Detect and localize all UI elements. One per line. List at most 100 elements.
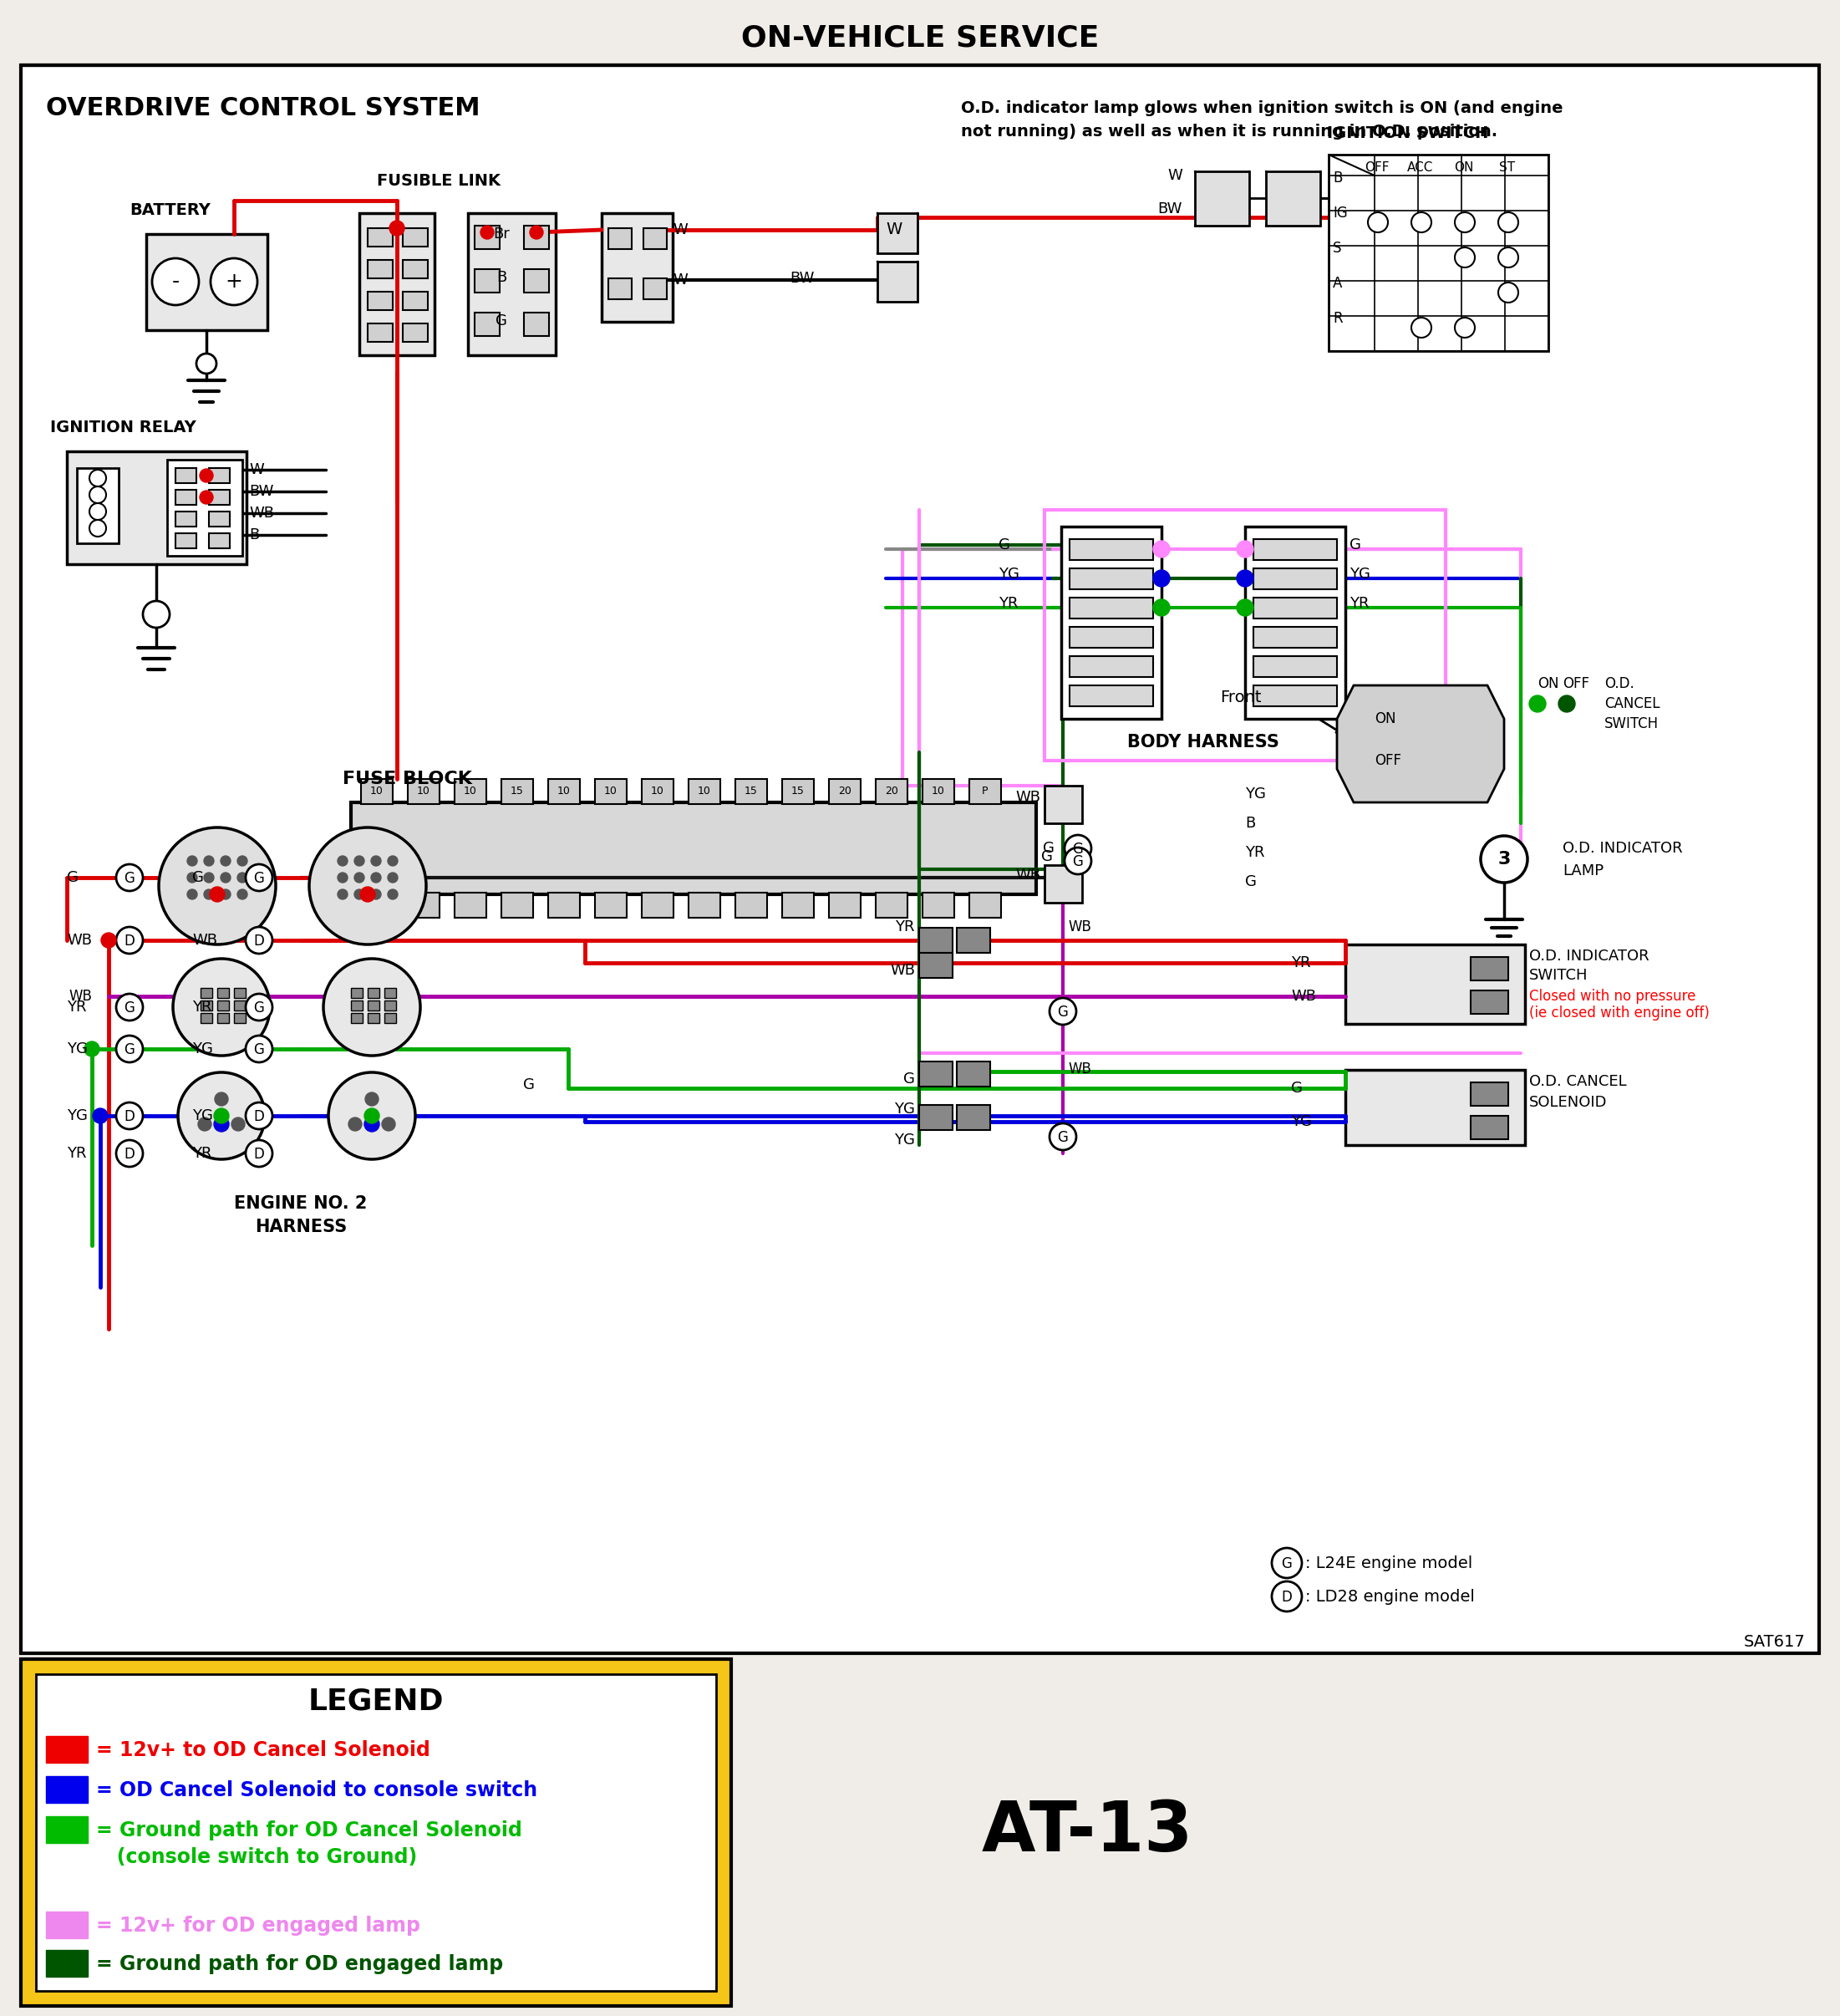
Bar (1345, 1070, 1525, 1145)
Bar (876, 778, 907, 804)
Circle shape (101, 933, 116, 948)
Bar (970, 778, 1001, 804)
Circle shape (1154, 599, 1170, 617)
Circle shape (116, 865, 144, 891)
Text: OVERDRIVE CONTROL SYSTEM: OVERDRIVE CONTROL SYSTEM (46, 97, 480, 121)
Text: LAMP: LAMP (1562, 863, 1604, 879)
Bar (385, 1012, 396, 1022)
Circle shape (247, 1103, 272, 1129)
Circle shape (364, 1109, 379, 1123)
Text: G: G (254, 1042, 265, 1056)
Bar (210, 468, 230, 484)
Circle shape (215, 1093, 228, 1107)
Circle shape (1065, 847, 1091, 875)
Bar (201, 988, 212, 998)
Bar (957, 927, 990, 954)
Bar (351, 988, 362, 998)
Bar (1253, 538, 1338, 560)
Circle shape (116, 994, 144, 1020)
Text: OFF: OFF (1365, 161, 1389, 173)
Bar (217, 988, 228, 998)
Bar (1253, 597, 1338, 619)
Circle shape (1455, 212, 1476, 232)
Bar (175, 468, 197, 484)
Text: ST: ST (1500, 161, 1516, 173)
Text: G: G (1058, 1131, 1069, 1145)
Circle shape (309, 827, 427, 943)
Circle shape (1154, 571, 1170, 587)
Bar (828, 778, 861, 804)
Text: not running) as well as when it is running in O.D. position.: not running) as well as when it is runni… (960, 123, 1498, 139)
Bar (920, 1062, 953, 1087)
Text: ON-VEHICLE SERVICE: ON-VEHICLE SERVICE (742, 24, 1098, 52)
Bar (644, 228, 666, 250)
Polygon shape (1338, 685, 1503, 802)
Bar (217, 1000, 228, 1010)
Bar (609, 228, 631, 250)
Text: Br: Br (493, 226, 510, 242)
Text: 10: 10 (418, 786, 431, 796)
Circle shape (372, 873, 381, 883)
Text: 10: 10 (370, 786, 383, 796)
Bar (403, 323, 429, 343)
Bar (644, 278, 666, 298)
Circle shape (1049, 1123, 1076, 1149)
Text: +: + (224, 272, 243, 292)
Text: FUSIBLE LINK: FUSIBLE LINK (377, 173, 500, 190)
Text: (console switch to Ground): (console switch to Ground) (96, 1847, 418, 1867)
Text: G: G (1058, 1004, 1069, 1020)
Bar (361, 778, 392, 804)
Text: YG: YG (191, 1042, 213, 1056)
Circle shape (188, 889, 197, 899)
Bar (1045, 786, 1082, 823)
Bar (1069, 655, 1154, 677)
Text: 10: 10 (604, 786, 618, 796)
Circle shape (116, 1141, 144, 1167)
Text: WB: WB (1016, 867, 1040, 883)
Text: O.D. indicator lamp glows when ignition switch is ON (and engine: O.D. indicator lamp glows when ignition … (960, 101, 1562, 117)
Bar (408, 778, 440, 804)
Text: G: G (191, 871, 204, 885)
Text: 10: 10 (558, 786, 570, 796)
Bar (217, 1012, 228, 1022)
Circle shape (247, 1141, 272, 1167)
Text: BW: BW (248, 484, 274, 500)
Circle shape (1271, 1581, 1303, 1611)
Circle shape (201, 470, 213, 482)
Circle shape (388, 889, 397, 899)
Circle shape (237, 873, 247, 883)
Circle shape (144, 601, 169, 627)
Text: YR: YR (191, 1000, 212, 1014)
Text: 15: 15 (745, 786, 758, 796)
Bar (359, 214, 434, 355)
Text: BODY HARNESS: BODY HARNESS (1128, 734, 1279, 750)
Bar (467, 214, 556, 355)
Circle shape (247, 865, 272, 891)
Circle shape (372, 857, 381, 867)
Bar (385, 1000, 396, 1010)
Text: 20: 20 (885, 786, 898, 796)
Bar (594, 778, 627, 804)
Circle shape (1236, 540, 1253, 558)
Bar (1266, 171, 1321, 226)
Text: O.D.: O.D. (1604, 675, 1634, 691)
Circle shape (480, 226, 493, 240)
Circle shape (337, 857, 348, 867)
Circle shape (210, 887, 224, 901)
Bar (46, 1776, 88, 1802)
Text: YG: YG (999, 566, 1019, 583)
Bar (642, 778, 673, 804)
Bar (957, 1105, 990, 1131)
Text: IG: IG (1332, 206, 1347, 220)
Circle shape (204, 857, 213, 867)
Circle shape (237, 857, 247, 867)
Circle shape (197, 353, 217, 373)
Text: Front: Front (1220, 689, 1262, 706)
Text: O.D. INDICATOR: O.D. INDICATOR (1529, 950, 1649, 964)
Bar (475, 312, 500, 337)
Text: = Ground path for OD Cancel Solenoid: = Ground path for OD Cancel Solenoid (96, 1820, 523, 1841)
Text: 10: 10 (697, 786, 710, 796)
Bar (970, 893, 1001, 917)
Circle shape (1154, 540, 1170, 558)
Circle shape (92, 1109, 109, 1123)
